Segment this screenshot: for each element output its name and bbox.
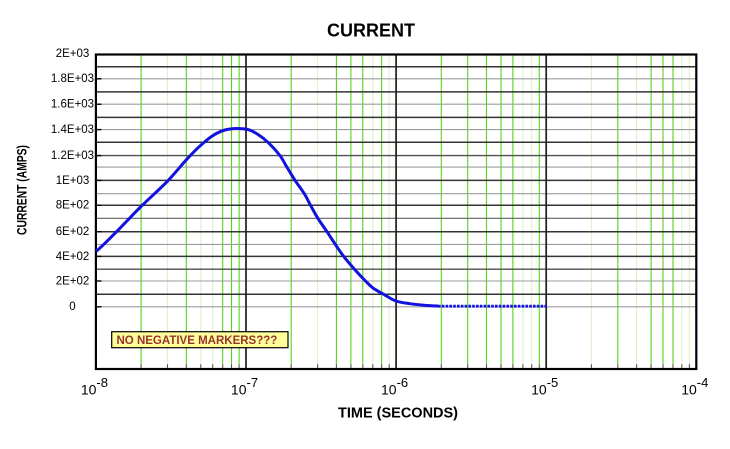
- svg-text:CURRENT: CURRENT: [327, 21, 415, 41]
- svg-text:NO NEGATIVE MARKERS???: NO NEGATIVE MARKERS???: [117, 335, 278, 347]
- svg-text:CURRENT (AMPS): CURRENT (AMPS): [15, 145, 30, 235]
- svg-text:1.4E+03: 1.4E+03: [51, 124, 94, 136]
- svg-text:8E+02: 8E+02: [56, 200, 90, 212]
- svg-text:1.2E+03: 1.2E+03: [51, 150, 94, 162]
- svg-text:2E+02: 2E+02: [56, 275, 90, 287]
- svg-text:1.8E+03: 1.8E+03: [51, 73, 94, 85]
- svg-text:2E+03: 2E+03: [56, 48, 90, 60]
- svg-text:6E+02: 6E+02: [56, 226, 90, 238]
- svg-text:0: 0: [69, 301, 75, 313]
- svg-text:1.6E+03: 1.6E+03: [51, 99, 94, 111]
- svg-text:4E+02: 4E+02: [56, 251, 90, 263]
- svg-text:1E+03: 1E+03: [56, 175, 90, 187]
- svg-text:TIME (SECONDS): TIME (SECONDS): [338, 406, 458, 422]
